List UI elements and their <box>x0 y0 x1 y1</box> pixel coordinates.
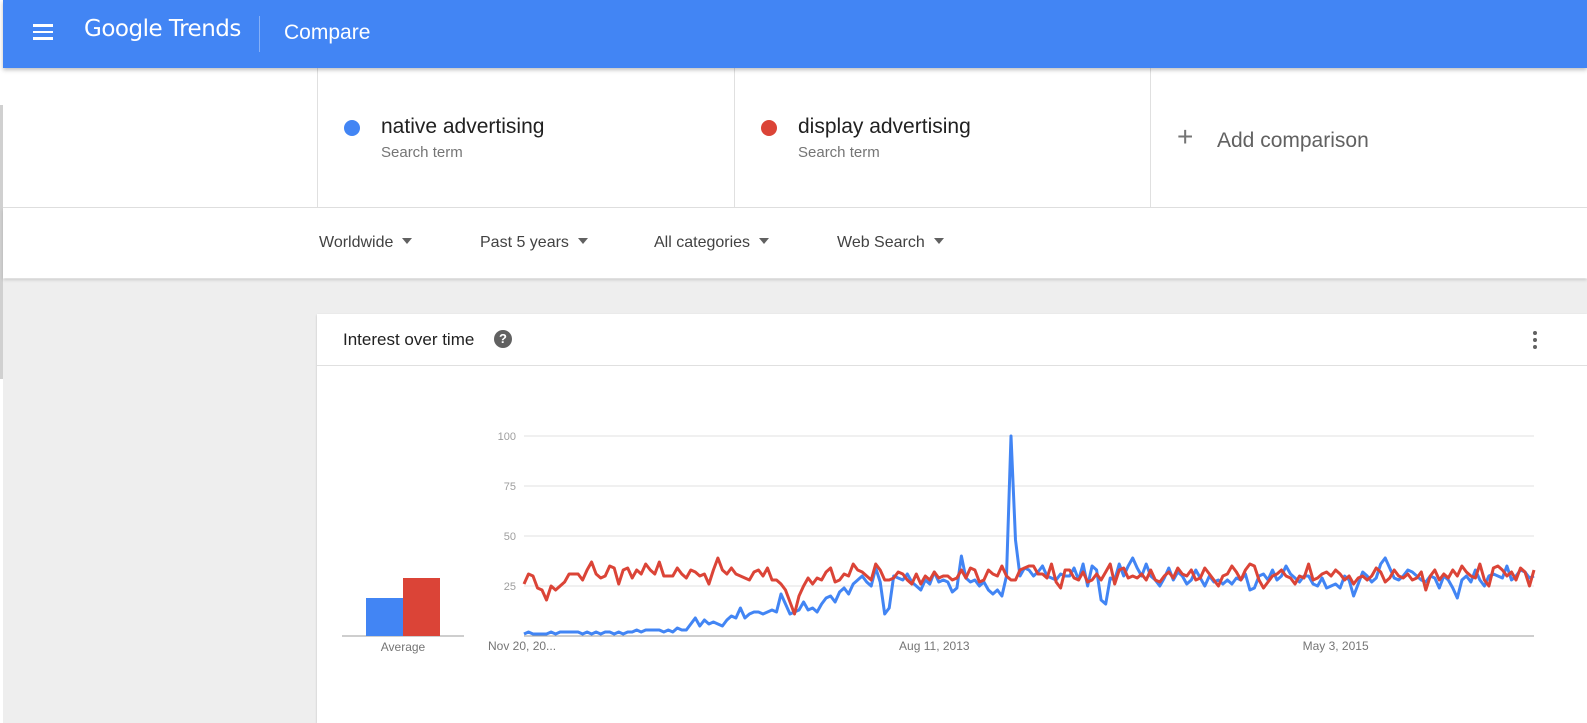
series-line <box>523 434 1535 636</box>
category-dropdown[interactable]: All categories <box>654 234 770 252</box>
card-header: Interest over time ? <box>317 314 1587 366</box>
time-range-dropdown[interactable]: Past 5 years <box>480 234 588 252</box>
search-terms-row: native advertising Search term display a… <box>3 68 1587 208</box>
term-card-native-advertising[interactable]: native advertising Search term <box>317 68 734 207</box>
help-icon[interactable]: ? <box>494 330 512 348</box>
card-title: Interest over time <box>343 330 475 349</box>
term-card-display-advertising[interactable]: display advertising Search term <box>734 68 1151 207</box>
dropdown-arrow-icon <box>577 237 588 244</box>
y-tick-label: 100 <box>498 431 516 443</box>
page-title: Compare <box>284 21 371 44</box>
dropdown-arrow-icon <box>933 237 944 244</box>
term-subtitle: Search term <box>381 144 463 161</box>
add-comparison-button[interactable]: + Add comparison <box>1150 68 1587 207</box>
region-value: Worldwide <box>319 234 394 251</box>
dropdown-arrow-icon <box>759 237 770 244</box>
region-dropdown[interactable]: Worldwide <box>319 234 413 252</box>
plus-icon: + <box>1177 121 1194 152</box>
term-color-dot <box>344 120 360 136</box>
y-tick-label: 75 <box>504 481 516 493</box>
interest-chart[interactable]: 100 75 50 25 Nov 20, 20... Aug 11, 2013 May 3,… <box>317 314 1587 723</box>
left-edge-scrollbar <box>0 105 3 379</box>
y-tick-label: 25 <box>504 581 516 593</box>
time-range-value: Past 5 years <box>480 234 569 251</box>
average-bar <box>366 598 403 636</box>
dropdown-arrow-icon <box>402 237 413 244</box>
term-color-dot <box>761 120 777 136</box>
filters-bar: Worldwide Past 5 years All categories We… <box>3 208 1587 278</box>
app-header: Google Trends Compare <box>3 0 1587 68</box>
term-subtitle: Search term <box>798 144 880 161</box>
average-bar <box>403 578 440 636</box>
search-property-dropdown[interactable]: Web Search <box>837 234 944 252</box>
hamburger-menu-icon[interactable] <box>33 24 53 40</box>
x-tick-label: Aug 11, 2013 <box>899 639 970 653</box>
average-label: Average <box>381 640 426 654</box>
search-property-value: Web Search <box>837 234 925 251</box>
x-tick-label: May 3, 2015 <box>1303 639 1369 653</box>
term-name: native advertising <box>381 115 545 138</box>
google-trends-logo[interactable]: Google Trends <box>84 16 241 42</box>
series-line <box>522 556 1536 616</box>
add-comparison-label: Add comparison <box>1217 129 1369 152</box>
more-vert-icon[interactable] <box>1529 331 1541 351</box>
term-name: display advertising <box>798 115 971 138</box>
header-divider <box>259 16 260 52</box>
x-tick-label: Nov 20, 20... <box>488 639 556 653</box>
category-value: All categories <box>654 234 751 251</box>
y-tick-label: 50 <box>504 531 516 543</box>
interest-over-time-card: Interest over time ? <box>317 314 1587 723</box>
